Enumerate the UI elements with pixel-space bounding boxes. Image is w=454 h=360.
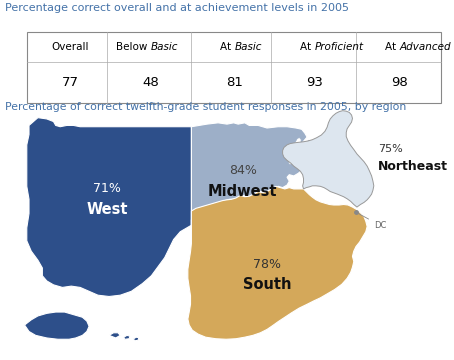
Text: At: At <box>301 42 315 52</box>
Polygon shape <box>188 186 367 339</box>
Text: South: South <box>243 277 291 292</box>
Polygon shape <box>192 123 311 225</box>
Polygon shape <box>302 140 311 155</box>
Polygon shape <box>27 118 192 297</box>
Text: Overall: Overall <box>51 42 89 52</box>
Polygon shape <box>282 111 374 207</box>
Text: At: At <box>220 42 235 52</box>
Text: At: At <box>385 42 400 52</box>
Text: 98: 98 <box>391 76 408 89</box>
Text: At Proficient: At Proficient <box>283 42 347 52</box>
Polygon shape <box>288 138 301 165</box>
Text: 81: 81 <box>227 76 243 89</box>
Text: At Basic: At Basic <box>214 42 256 52</box>
Text: At Advanced: At Advanced <box>366 42 432 52</box>
Text: Northeast: Northeast <box>378 161 448 174</box>
Text: Advanced: Advanced <box>400 42 451 52</box>
Text: West: West <box>86 202 128 217</box>
Text: Percentage of correct twelfth-grade student responses in 2005, by region: Percentage of correct twelfth-grade stud… <box>5 102 406 112</box>
Text: 75%: 75% <box>378 144 403 154</box>
Text: Proficient: Proficient <box>315 42 364 52</box>
Text: 93: 93 <box>306 76 323 89</box>
Text: DC: DC <box>359 213 386 230</box>
Polygon shape <box>109 333 120 338</box>
Text: Basic: Basic <box>150 42 178 52</box>
Text: Basic: Basic <box>235 42 262 52</box>
Polygon shape <box>124 336 130 339</box>
Bar <box>27 32 440 103</box>
Text: 48: 48 <box>142 76 158 89</box>
Text: 78%: 78% <box>253 258 281 271</box>
Text: 84%: 84% <box>229 164 257 177</box>
Text: Midwest: Midwest <box>208 184 277 199</box>
Text: Below: Below <box>116 42 150 52</box>
Text: 71%: 71% <box>93 183 121 195</box>
Text: 77: 77 <box>62 76 79 89</box>
Text: Percentage correct overall and at achievement levels in 2005: Percentage correct overall and at achiev… <box>5 3 349 13</box>
Text: Below Basic: Below Basic <box>119 42 182 52</box>
Polygon shape <box>133 337 139 341</box>
Polygon shape <box>25 312 89 339</box>
